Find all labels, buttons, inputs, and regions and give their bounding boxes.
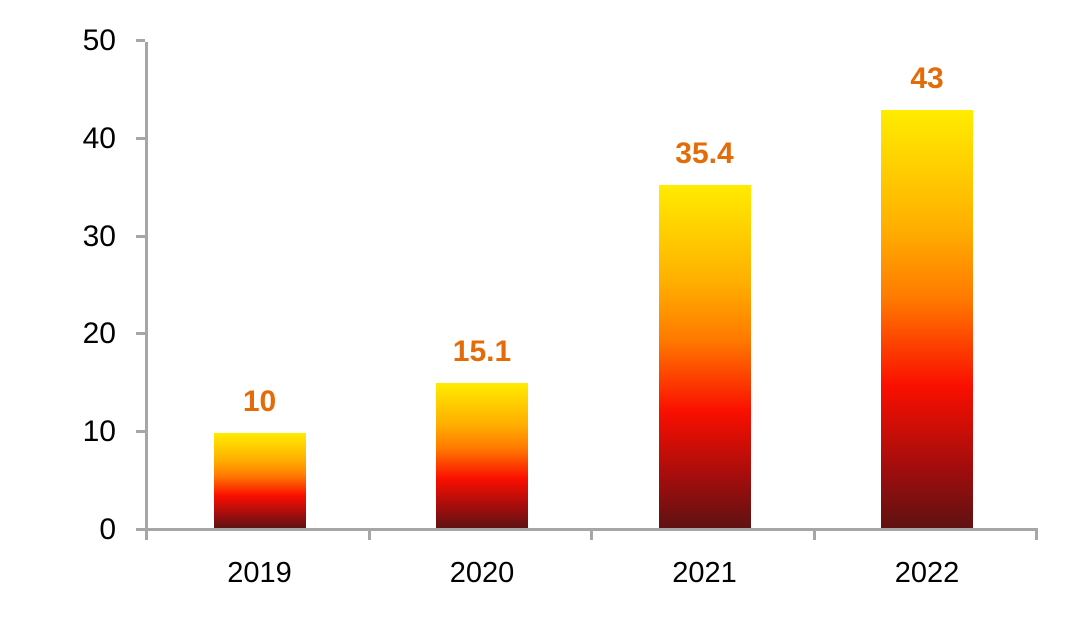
x-axis-tick-mark	[145, 531, 148, 540]
bar-2019	[213, 433, 306, 528]
x-axis-tick-mark	[812, 531, 816, 540]
bar-value-label: 43	[910, 62, 944, 96]
y-axis-tick-label: 50	[82, 24, 116, 57]
x-axis-line	[145, 528, 1038, 531]
y-axis-tick-label: 20	[82, 317, 116, 351]
x-axis-tick-mark	[1035, 531, 1038, 540]
x-axis-category-label: 2020	[449, 557, 515, 589]
bar-2022	[881, 110, 973, 528]
y-axis-tick-mark	[136, 332, 145, 336]
y-axis-line	[145, 42, 148, 531]
y-axis-tick-mark	[136, 430, 145, 434]
y-axis-tick-label: 40	[82, 121, 116, 155]
bar-2021	[658, 184, 751, 528]
bar-value-label: 15.1	[452, 335, 512, 369]
y-axis-tick-mark	[136, 136, 145, 140]
y-axis-tick-label: 0	[99, 513, 116, 546]
bar-value-label: 10	[242, 385, 277, 419]
y-axis-tick-label: 30	[82, 219, 116, 253]
y-axis-tick-mark	[136, 39, 145, 42]
x-axis-tick-mark	[590, 531, 593, 540]
y-axis-tick-mark	[136, 528, 145, 531]
y-axis-tick-mark	[136, 234, 145, 238]
x-axis-category-label: 2022	[894, 557, 960, 589]
x-axis-tick-mark	[367, 531, 371, 540]
bar-value-label: 35.4	[675, 136, 734, 170]
bar-2020	[436, 383, 528, 528]
y-axis-tick-label: 10	[82, 415, 116, 449]
x-axis-category-label: 2019	[227, 557, 292, 589]
x-axis-category-label: 2021	[672, 557, 737, 589]
